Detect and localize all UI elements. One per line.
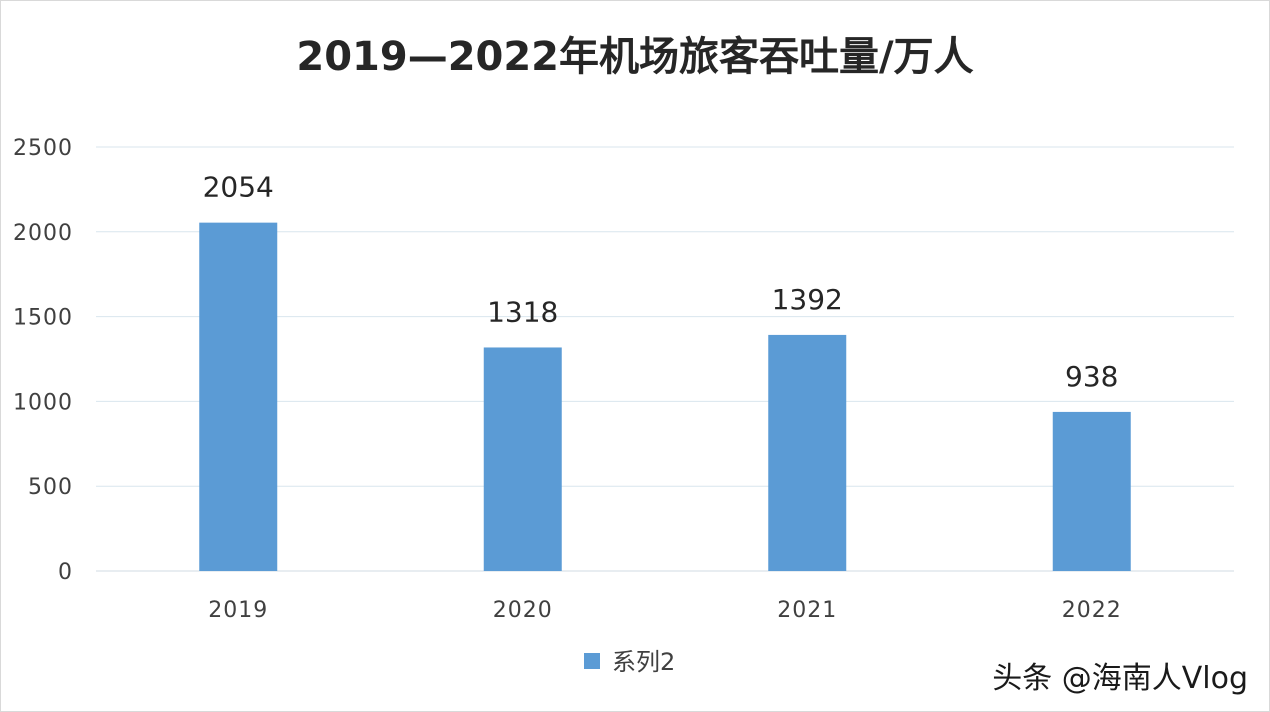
x-tick-label-2022: 2022: [1062, 598, 1122, 623]
y-axis-ticks: 0 500 1000 1500 2000 2500: [13, 136, 73, 585]
legend-swatch: [584, 653, 600, 669]
y-tick-label: 2500: [13, 136, 73, 161]
watermark-text: 头条 @海南人Vlog: [992, 661, 1248, 696]
chart-title: 2019—2022年机场旅客吞吐量/万人: [296, 34, 973, 80]
y-tick-label: 2000: [13, 221, 73, 246]
data-label-2020: 1318: [487, 295, 558, 328]
data-label-2021: 1392: [772, 283, 843, 316]
y-tick-label: 1000: [13, 390, 73, 415]
x-tick-label-2020: 2020: [493, 598, 553, 623]
legend-label: 系列2: [612, 648, 675, 676]
legend: 系列2: [584, 648, 675, 676]
bar-2019: [199, 222, 278, 571]
data-label-2019: 2054: [203, 171, 274, 204]
y-tick-label: 500: [28, 475, 73, 500]
gridlines: [96, 146, 1234, 572]
x-axis-ticks: 2019 2020 2021 2022: [208, 598, 1122, 623]
bar-2022: [1052, 411, 1131, 571]
bars: [199, 222, 1131, 571]
data-labels: 2054 1318 1392 938: [203, 171, 1119, 393]
y-tick-label: 1500: [13, 306, 73, 331]
y-tick-label: 0: [58, 560, 73, 585]
bar-2020: [483, 347, 562, 571]
data-label-2022: 938: [1065, 360, 1118, 393]
x-tick-label-2021: 2021: [777, 598, 837, 623]
x-tick-label-2019: 2019: [208, 598, 268, 623]
bar-2021: [768, 334, 847, 571]
